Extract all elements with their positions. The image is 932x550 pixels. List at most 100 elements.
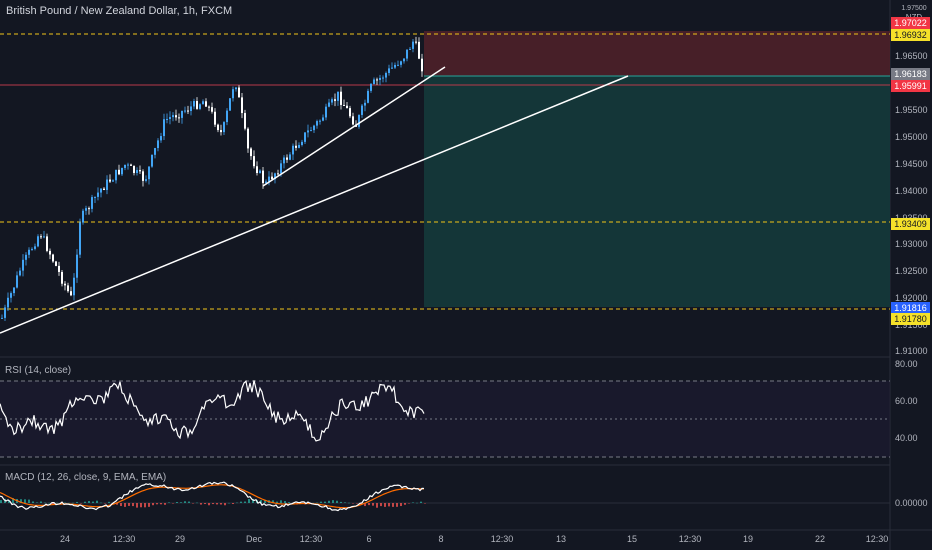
bull-candle <box>22 259 24 271</box>
bull-candle <box>82 210 84 223</box>
bear-candle <box>52 254 54 262</box>
macd-histogram-bar <box>204 503 206 505</box>
bull-candle <box>400 61 402 65</box>
bull-candle <box>148 166 150 180</box>
symbol-title: British Pound / New Zealand Dollar, 1h, … <box>6 5 233 17</box>
rsi-label[interactable]: RSI (14, close) <box>5 365 72 376</box>
bear-candle <box>58 265 60 272</box>
bull-candle <box>280 163 282 174</box>
bull-candle <box>229 98 231 111</box>
date-tick: 29 <box>174 534 186 544</box>
bull-candle <box>310 130 312 132</box>
date-tick: 12:30 <box>678 534 702 544</box>
macd-histogram-bar <box>280 500 282 503</box>
bull-candle <box>403 58 405 62</box>
macd-histogram-bar <box>388 503 390 507</box>
bear-candle <box>61 271 63 284</box>
macd-histogram-bar <box>228 502 230 504</box>
macd-histogram-bar <box>144 503 146 508</box>
macd-histogram-bar <box>40 501 42 503</box>
bull-candle <box>283 157 285 164</box>
bull-candle <box>100 188 102 193</box>
bull-candle <box>106 179 108 190</box>
bull-candle <box>331 99 333 103</box>
macd-histogram-bar <box>248 499 250 503</box>
bull-candle <box>13 287 15 294</box>
bear-candle <box>118 169 120 175</box>
bull-candle <box>316 121 318 126</box>
upper-level-tag: 1.96932 <box>891 29 930 41</box>
macd-histogram-bar <box>360 503 362 505</box>
bear-candle <box>250 148 252 157</box>
bull-candle <box>199 104 201 109</box>
date-tick: 12:30 <box>490 534 514 544</box>
macd-histogram-bar <box>64 502 66 504</box>
bear-candle <box>49 250 51 255</box>
macd-histogram-bar <box>56 502 58 504</box>
bull-candle <box>19 270 21 276</box>
bear-candle <box>277 173 279 175</box>
macd-histogram-bar <box>44 502 46 504</box>
macd-histogram-bar <box>92 501 94 503</box>
bear-candle <box>217 124 219 131</box>
bear-candle <box>340 91 342 105</box>
macd-histogram-bar <box>400 503 402 507</box>
macd-histogram-bar <box>48 502 50 504</box>
macd-histogram-bar <box>12 498 14 503</box>
bull-candle <box>385 72 387 78</box>
bull-candle <box>292 145 294 155</box>
bear-candle <box>343 104 345 106</box>
macd-histogram-bar <box>196 502 198 504</box>
macd-histogram-bar <box>124 503 126 507</box>
lower-level-tag: 1.91780 <box>891 313 930 325</box>
macd-histogram-bar <box>100 502 102 504</box>
price-tick: 1.95500 <box>895 105 928 115</box>
bull-candle <box>313 125 315 131</box>
macd-histogram-bar <box>392 503 394 507</box>
bull-candle <box>97 192 99 197</box>
bear-candle <box>55 261 57 266</box>
bull-candle <box>181 110 183 118</box>
bear-candle <box>133 165 135 173</box>
rsi-tick: 80.00 <box>895 359 918 369</box>
price-tick: 1.92500 <box>895 266 928 276</box>
bear-candle <box>247 128 249 149</box>
stop-zone <box>424 76 890 307</box>
bear-candle <box>220 130 222 133</box>
bull-candle <box>85 208 87 211</box>
bull-candle <box>190 106 192 112</box>
macd-histogram-bar <box>188 501 190 503</box>
bear-candle <box>253 156 255 167</box>
bull-candle <box>28 249 30 255</box>
macd-histogram-bar <box>160 503 162 505</box>
date-tick: 19 <box>742 534 754 544</box>
macd-histogram-bar <box>104 503 106 504</box>
macd-label[interactable]: MACD (12, 26, close, 9, EMA, EMA) <box>5 472 167 483</box>
bull-candle <box>370 83 372 91</box>
macd-line <box>0 481 425 512</box>
bull-candle <box>160 136 162 141</box>
bull-candle <box>127 164 129 166</box>
macd-histogram-bar <box>132 503 134 507</box>
bear-candle <box>244 113 246 129</box>
bear-candle <box>211 107 213 112</box>
bull-candle <box>259 170 261 173</box>
rsi-tick: 60.00 <box>895 396 918 406</box>
macd-histogram-bar <box>120 503 122 507</box>
bull-candle <box>265 181 267 184</box>
bull-candle <box>388 68 390 73</box>
bear-candle <box>418 41 420 59</box>
macd-histogram-bar <box>116 503 118 505</box>
bull-candle <box>151 154 153 167</box>
bull-candle <box>379 77 381 80</box>
macd-histogram-bar <box>108 501 110 503</box>
macd-histogram-bar <box>212 503 214 505</box>
macd-histogram-bar <box>316 502 318 504</box>
bear-candle <box>196 101 198 109</box>
bull-candle <box>169 117 171 119</box>
macd-histogram-bar <box>72 502 74 504</box>
macd-histogram-bar <box>368 503 370 506</box>
bull-candle <box>232 89 234 99</box>
